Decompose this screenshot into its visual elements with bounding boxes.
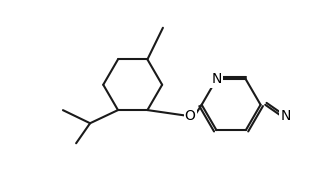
Text: N: N — [211, 72, 221, 86]
Text: N: N — [280, 109, 290, 123]
Text: O: O — [184, 109, 195, 123]
